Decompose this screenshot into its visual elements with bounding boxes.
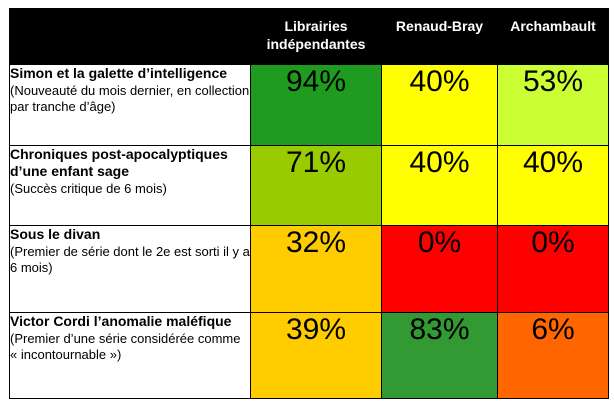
column-header-archambault: Archambault (497, 8, 609, 65)
value-cell: 94% (250, 64, 382, 146)
row-title: Simon et la galette d’intelligence (10, 65, 228, 81)
value-cell: 40% (497, 145, 609, 226)
value-cell: 83% (381, 312, 498, 399)
value-cell: 6% (497, 312, 609, 399)
value-cell: 0% (497, 225, 609, 313)
row-subtitle: (Succès critique de 6 mois) (10, 181, 167, 196)
row-subtitle: (Nouveauté du mois dernier, en collectio… (10, 83, 250, 114)
table-row: Chroniques post-apocalyptiques d’une enf… (9, 145, 609, 226)
row-subtitle: (Premier de série dont le 2e est sorti i… (10, 244, 250, 275)
header-row: Librairies indépendantes Renaud-Bray Arc… (9, 8, 609, 65)
row-subtitle: (Premier d’une série considérée comme « … (10, 331, 241, 362)
results-table: Librairies indépendantes Renaud-Bray Arc… (9, 8, 609, 399)
value-cell: 0% (381, 225, 498, 313)
header-corner (9, 8, 251, 65)
value-cell: 39% (250, 312, 382, 399)
row-title: Chroniques post-apocalyptiques d’une enf… (10, 146, 228, 179)
row-header: Simon et la galette d’intelligence (Nouv… (9, 64, 251, 146)
value-cell: 40% (381, 145, 498, 226)
column-header-renaud-bray: Renaud-Bray (381, 8, 498, 65)
table-row: Simon et la galette d’intelligence (Nouv… (9, 64, 609, 146)
row-header: Sous le divan (Premier de série dont le … (9, 225, 251, 313)
value-cell: 32% (250, 225, 382, 313)
row-title: Victor Cordi l’anomalie maléfique (10, 313, 232, 329)
row-title: Sous le divan (10, 226, 101, 242)
column-header-librairies: Librairies indépendantes (250, 8, 382, 65)
table-row: Sous le divan (Premier de série dont le … (9, 225, 609, 313)
value-cell: 53% (497, 64, 609, 146)
value-cell: 71% (250, 145, 382, 226)
row-header: Victor Cordi l’anomalie maléfique (Premi… (9, 312, 251, 399)
value-cell: 40% (381, 64, 498, 146)
row-header: Chroniques post-apocalyptiques d’une enf… (9, 145, 251, 226)
table-row: Victor Cordi l’anomalie maléfique (Premi… (9, 312, 609, 399)
